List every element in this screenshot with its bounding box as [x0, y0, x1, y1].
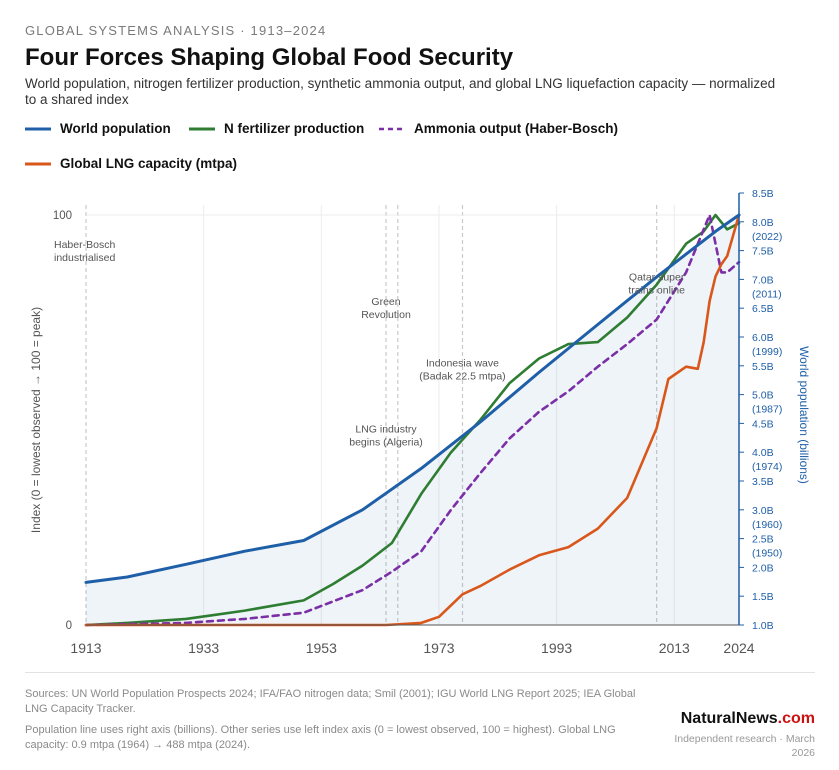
- y2-tick-label: 4.5B: [752, 418, 774, 430]
- annotation-label: LNG industry: [355, 423, 417, 435]
- y2-tick-label: 7.5B: [752, 246, 774, 258]
- kicker: GLOBAL SYSTEMS ANALYSIS · 1913–2024: [25, 23, 327, 38]
- annotation-label: Indonesia wave: [426, 358, 499, 370]
- x-tick-label: 2013: [659, 640, 690, 656]
- dashed-line-swatch-icon: [379, 127, 405, 130]
- y2-tick-label: 1.5B: [752, 591, 774, 603]
- ammonia-line: [84, 213, 741, 627]
- annotation-label: begins (Algeria): [349, 436, 423, 448]
- x-tick-label: 1973: [423, 640, 454, 656]
- y2-tick-label: 5.0B: [752, 390, 774, 402]
- y2-tick-label: 8.0B: [752, 217, 774, 229]
- line-swatch-icon: [25, 162, 51, 165]
- legend-label: N fertilizer production: [224, 121, 365, 136]
- x-tick-label: 1933: [188, 640, 219, 656]
- x-tick-label: 1913: [70, 640, 101, 656]
- legend-label: Ammonia output (Haber-Bosch): [414, 121, 618, 136]
- y2-tick-label: 3.0B: [752, 505, 774, 517]
- legend-item-population[interactable]: World population: [25, 121, 171, 136]
- y2-tick-year-label: (2011): [752, 288, 782, 300]
- footer: Sources: UN World Population Prospects 2…: [25, 672, 815, 759]
- legend-item-lng[interactable]: Global LNG capacity (mtpa): [25, 156, 237, 171]
- y-tick-label: 0: [66, 620, 72, 632]
- y2-tick-label: 5.5B: [752, 361, 774, 373]
- y2-tick-label: 6.5B: [752, 303, 774, 315]
- annotation-label: trains online: [628, 285, 685, 297]
- y2-tick-label: 3.5B: [752, 476, 774, 488]
- y2-tick-label: 1.0B: [752, 620, 774, 632]
- y2-tick-year-label: (1950): [752, 548, 782, 560]
- tagline: Independent research · March 2026: [674, 733, 815, 759]
- lng-line: [84, 213, 741, 627]
- legend-label: Global LNG capacity (mtpa): [60, 156, 238, 171]
- line-swatch-icon: [189, 127, 215, 130]
- x-tick-label: 2024: [723, 640, 754, 656]
- annotation-label: Green: [371, 296, 400, 308]
- y-axis-title: Index (0 = lowest observed → 100 = peak): [29, 307, 43, 533]
- annotation-label: Revolution: [361, 309, 411, 321]
- chart: 1913 1933 1953 1973 1993 2013 2024 0 100 1.0B 1.5B…: [29, 188, 811, 656]
- legend-label: World population: [60, 121, 171, 136]
- page-title: Four Forces Shaping Global Food Security: [25, 44, 514, 71]
- population-line: [84, 213, 741, 584]
- y2-tick-label: 8.5B: [752, 188, 774, 200]
- sources-text: Sources: UN World Population Prospects 2…: [25, 688, 636, 715]
- line-swatch-icon: [25, 127, 51, 130]
- y2-tick-year-label: (1974): [752, 461, 782, 473]
- y2-axis-title: World population (billions): [797, 346, 811, 484]
- y2-tick-year-label: (1999): [752, 346, 782, 358]
- y-tick-label: 100: [53, 210, 72, 222]
- brand-logo[interactable]: NaturalNews.com: [681, 710, 815, 728]
- annotation-label: Haber-Bosch: [54, 239, 115, 251]
- annotation-label: Qatar super: [629, 272, 685, 284]
- brand-domain: .com: [777, 710, 815, 727]
- x-tick-label: 1993: [541, 640, 572, 656]
- y2-tick-year-label: (1987): [752, 404, 782, 416]
- y2-tick-label: 2.0B: [752, 562, 774, 574]
- x-tick-label: 1953: [306, 640, 337, 656]
- y2-tick-label: 2.5B: [752, 534, 774, 546]
- legend-item-fertilizer[interactable]: N fertilizer production: [189, 121, 364, 136]
- page-subtitle: World population, nitrogen fertilizer pr…: [25, 76, 776, 107]
- population-area: [86, 215, 739, 625]
- method-note: Population line uses right axis (billion…: [25, 724, 616, 751]
- y2-tick-year-label: (1960): [752, 519, 782, 531]
- annotation-label: industrialised: [54, 252, 115, 264]
- brand-name: NaturalNews: [680, 710, 778, 727]
- fertilizer-line: [84, 213, 741, 627]
- y2-tick-label: 7.0B: [752, 274, 774, 286]
- y2-tick-label: 4.0B: [752, 447, 774, 459]
- annotation-label: (Badak 22.5 mtpa): [419, 371, 505, 383]
- y2-tick-year-label: (2022): [752, 231, 782, 243]
- legend-item-ammonia[interactable]: Ammonia output (Haber-Bosch): [379, 121, 618, 136]
- y2-tick-label: 6.0B: [752, 332, 774, 344]
